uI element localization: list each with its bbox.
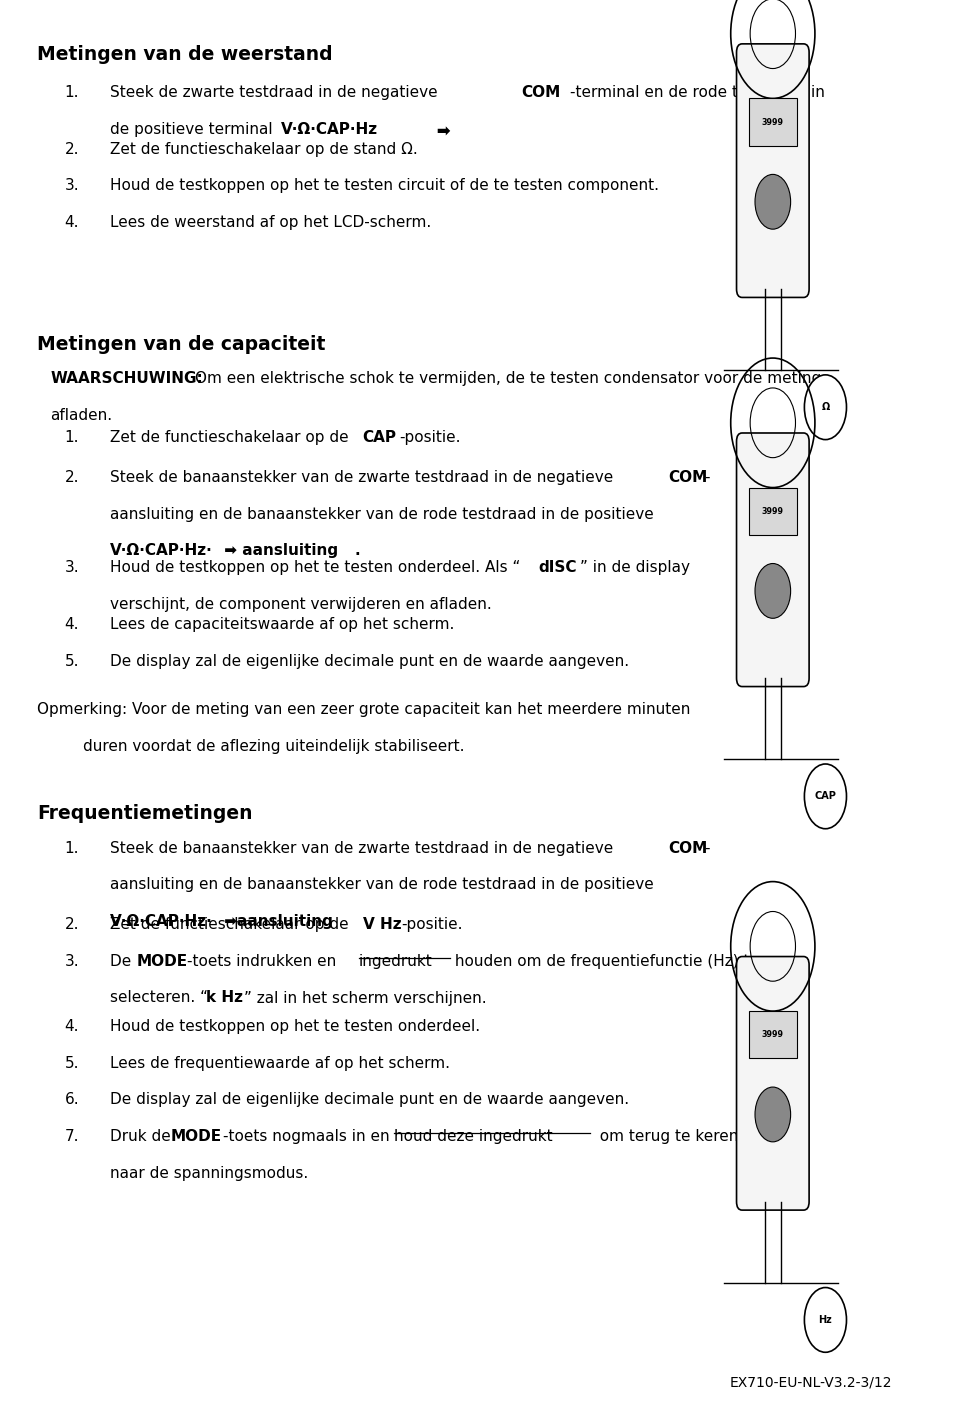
Text: ➡ aansluiting: ➡ aansluiting [219, 543, 338, 559]
Text: Lees de frequentiewaarde af op het scherm.: Lees de frequentiewaarde af op het scher… [110, 1056, 450, 1071]
Text: -terminal en de rode testdraad in: -terminal en de rode testdraad in [570, 85, 825, 100]
Text: MODE: MODE [170, 1129, 222, 1145]
Circle shape [755, 563, 791, 618]
Text: Houd de testkoppen op het te testen onderdeel.: Houd de testkoppen op het te testen onde… [110, 1019, 481, 1034]
Circle shape [804, 375, 847, 440]
Text: CAP: CAP [363, 430, 396, 446]
Text: aansluiting en de banaanstekker van de rode testdraad in de positieve: aansluiting en de banaanstekker van de r… [110, 507, 654, 522]
Text: -positie.: -positie. [399, 430, 461, 446]
Text: 1.: 1. [64, 841, 79, 856]
Bar [749, 1012, 797, 1058]
Text: duren voordat de aflezing uiteindelijk stabiliseert.: duren voordat de aflezing uiteindelijk s… [83, 739, 465, 754]
Text: aansluiting en de banaanstekker van de rode testdraad in de positieve: aansluiting en de banaanstekker van de r… [110, 877, 654, 893]
Text: 3.: 3. [64, 954, 79, 969]
Text: De display zal de eigenlijke decimale punt en de waarde aangeven.: De display zal de eigenlijke decimale pu… [110, 1092, 630, 1108]
Text: ” in de display: ” in de display [580, 560, 689, 576]
Text: 5.: 5. [64, 654, 79, 669]
Circle shape [755, 1087, 791, 1142]
Text: V·Ω·CAP·Hz·: V·Ω·CAP·Hz· [110, 543, 213, 559]
Text: ➡aansluiting: ➡aansluiting [219, 914, 333, 930]
Text: Houd de testkoppen op het te testen circuit of de te testen component.: Houd de testkoppen op het te testen circ… [110, 178, 660, 194]
Text: COM: COM [521, 85, 561, 100]
Text: Metingen van de weerstand: Metingen van de weerstand [36, 45, 332, 64]
Text: .: . [354, 543, 360, 559]
Circle shape [804, 1288, 847, 1353]
Text: -toets indrukken en: -toets indrukken en [187, 954, 341, 969]
Text: dISC: dISC [539, 560, 577, 576]
Text: de positieve terminal: de positieve terminal [110, 122, 277, 137]
Text: ➡: ➡ [431, 122, 450, 140]
Text: afladen.: afladen. [51, 408, 112, 423]
Text: Frequentiemetingen: Frequentiemetingen [36, 804, 252, 822]
Text: k Hz: k Hz [206, 990, 243, 1006]
Text: V·Ω·CAP·Hz: V·Ω·CAP·Hz [280, 122, 377, 137]
Text: Metingen van de capaciteit: Metingen van de capaciteit [36, 335, 325, 354]
Text: ” zal in het scherm verschijnen.: ” zal in het scherm verschijnen. [244, 990, 487, 1006]
Text: 2.: 2. [64, 142, 79, 157]
Text: V·Ω·CAP·Hz·: V·Ω·CAP·Hz· [110, 914, 213, 930]
Text: Druk de: Druk de [110, 1129, 176, 1145]
Text: Lees de capaciteitswaarde af op het scherm.: Lees de capaciteitswaarde af op het sche… [110, 617, 455, 633]
Text: -toets nogmaals in en: -toets nogmaals in en [223, 1129, 395, 1145]
Text: -: - [705, 841, 710, 856]
Text: COM: COM [668, 841, 708, 856]
Text: Om een elektrische schok te vermijden, de te testen condensator voor de meting: Om een elektrische schok te vermijden, d… [195, 371, 822, 386]
Text: verschijnt, de component verwijderen en afladen.: verschijnt, de component verwijderen en … [110, 597, 492, 613]
Text: Zet de functieschakelaar op de stand Ω.: Zet de functieschakelaar op de stand Ω. [110, 142, 419, 157]
Bar [749, 488, 797, 535]
Text: 1.: 1. [64, 85, 79, 100]
Text: Zet de functieschakelaar op de: Zet de functieschakelaar op de [110, 430, 354, 446]
Text: Opmerking: Voor de meting van een zeer grote capaciteit kan het meerdere minuten: Opmerking: Voor de meting van een zeer g… [36, 702, 690, 717]
Text: WAARSCHUWING:: WAARSCHUWING: [51, 371, 204, 386]
FancyBboxPatch shape [736, 433, 809, 686]
Text: Zet de functieschakelaar op de: Zet de functieschakelaar op de [110, 917, 354, 932]
Text: om terug te keren: om terug te keren [590, 1129, 738, 1145]
Text: COM: COM [668, 470, 708, 485]
Text: EX710-EU-NL-V3.2-3/12: EX710-EU-NL-V3.2-3/12 [730, 1375, 893, 1390]
Text: Ω: Ω [822, 402, 829, 412]
Text: -positie.: -positie. [401, 917, 463, 932]
Text: Steek de banaanstekker van de zwarte testdraad in de negatieve: Steek de banaanstekker van de zwarte tes… [110, 841, 618, 856]
Text: Steek de banaanstekker van de zwarte testdraad in de negatieve: Steek de banaanstekker van de zwarte tes… [110, 470, 618, 485]
Text: 5.: 5. [64, 1056, 79, 1071]
Circle shape [804, 764, 847, 829]
Text: 2.: 2. [64, 917, 79, 932]
Text: Steek de zwarte testdraad in de negatieve: Steek de zwarte testdraad in de negatiev… [110, 85, 443, 100]
Text: De display zal de eigenlijke decimale punt en de waarde aangeven.: De display zal de eigenlijke decimale pu… [110, 654, 630, 669]
Text: 6.: 6. [64, 1092, 79, 1108]
Text: 4.: 4. [64, 215, 79, 231]
Text: 4.: 4. [64, 1019, 79, 1034]
Text: -: - [705, 470, 710, 485]
Text: 4.: 4. [64, 617, 79, 633]
Bar [749, 99, 797, 146]
Text: CAP: CAP [814, 791, 836, 801]
FancyBboxPatch shape [736, 44, 809, 297]
Text: 3.: 3. [64, 178, 79, 194]
Text: 3999: 3999 [762, 117, 783, 126]
Text: ingedrukt: ingedrukt [359, 954, 433, 969]
Text: 3999: 3999 [762, 507, 783, 515]
Text: Lees de weerstand af op het LCD-scherm.: Lees de weerstand af op het LCD-scherm. [110, 215, 432, 231]
Text: Houd de testkoppen op het te testen onderdeel. Als “: Houd de testkoppen op het te testen onde… [110, 560, 520, 576]
Text: V Hz: V Hz [364, 917, 402, 932]
Text: houden om de frequentiefunctie (Hz) te: houden om de frequentiefunctie (Hz) te [450, 954, 759, 969]
Text: selecteren. “: selecteren. “ [110, 990, 208, 1006]
Text: 3999: 3999 [762, 1030, 783, 1039]
Circle shape [755, 174, 791, 229]
Text: MODE: MODE [136, 954, 187, 969]
Text: 1.: 1. [64, 430, 79, 446]
FancyBboxPatch shape [736, 957, 809, 1210]
Text: 2.: 2. [64, 470, 79, 485]
Text: houd deze ingedrukt: houd deze ingedrukt [394, 1129, 552, 1145]
Text: 3.: 3. [64, 560, 79, 576]
Text: De: De [110, 954, 136, 969]
Text: naar de spanningsmodus.: naar de spanningsmodus. [110, 1166, 309, 1182]
Text: 7.: 7. [64, 1129, 79, 1145]
Text: Hz: Hz [819, 1315, 832, 1324]
